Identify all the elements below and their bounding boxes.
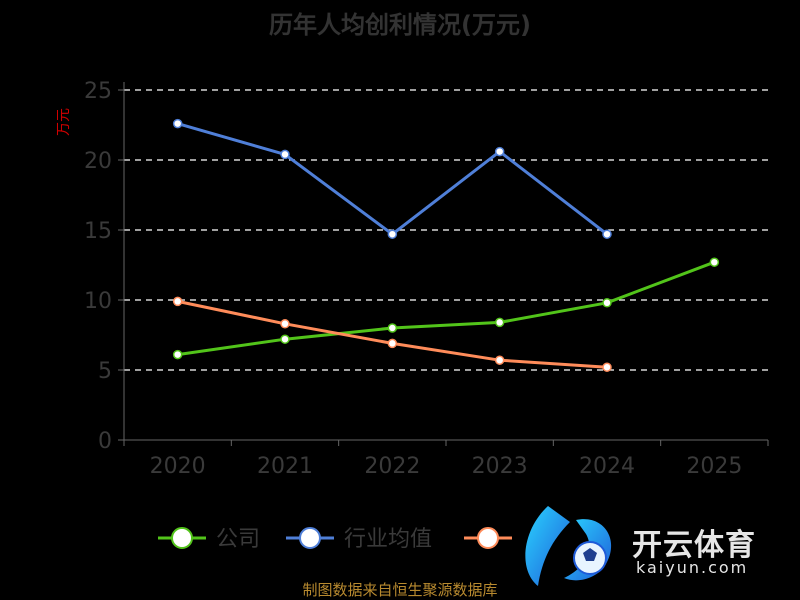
x-tick-label: 2020 (150, 454, 206, 479)
legend[interactable]: 公司 行业均值 (158, 527, 512, 552)
data-point[interactable] (709, 257, 720, 267)
data-point[interactable] (387, 338, 398, 349)
kaiyun-logo (525, 506, 612, 586)
data-point[interactable] (172, 118, 183, 129)
x-tick-label: 2021 (257, 454, 313, 479)
series-line-0 (177, 260, 715, 357)
y-tick-label: 20 (84, 149, 112, 174)
grid-lines (124, 89, 768, 371)
data-point[interactable] (280, 149, 290, 160)
legend-item-1[interactable]: 行业均值 (286, 527, 432, 552)
data-point[interactable] (494, 317, 505, 328)
legend-marker (299, 527, 321, 549)
legend-marker (171, 527, 193, 549)
data-point[interactable] (387, 323, 398, 333)
y-tick-label: 10 (84, 289, 112, 314)
data-point[interactable] (172, 296, 183, 307)
chart-title: 历年人均创利情况(万元) (269, 11, 531, 39)
data-point[interactable] (387, 229, 398, 239)
data-point[interactable] (602, 229, 612, 239)
data-point[interactable] (602, 362, 612, 372)
x-tick-label: 2022 (364, 454, 420, 479)
series-line-2 (177, 299, 608, 369)
legend-item-2[interactable] (464, 527, 512, 549)
legend-label: 公司 (216, 527, 260, 552)
watermark-name: 开云体育 (632, 528, 756, 563)
legend-label: 行业均值 (344, 527, 432, 552)
x-tick-label: 2025 (686, 454, 742, 479)
data-point[interactable] (494, 355, 505, 365)
y-tick-label: 25 (84, 79, 112, 104)
y-tick-label: 0 (98, 429, 112, 454)
data-point[interactable] (602, 298, 612, 308)
x-tick-label: 2023 (472, 454, 528, 479)
data-point[interactable] (280, 334, 290, 344)
y-tick-label: 15 (84, 219, 112, 244)
watermark-domain: kaiyun.com (636, 558, 749, 577)
legend-item-0[interactable]: 公司 (158, 527, 260, 552)
x-tick-label: 2024 (579, 454, 635, 479)
y-tick-label: 5 (98, 359, 112, 384)
series-line-1 (177, 122, 608, 236)
source-note: 制图数据来自恒生聚源数据库 (302, 581, 498, 599)
y-axis-unit: 万元 (56, 108, 72, 136)
data-point[interactable] (280, 319, 290, 329)
legend-marker (477, 527, 499, 549)
data-point[interactable] (172, 349, 183, 360)
series-layer (172, 118, 720, 372)
data-point[interactable] (494, 146, 505, 157)
